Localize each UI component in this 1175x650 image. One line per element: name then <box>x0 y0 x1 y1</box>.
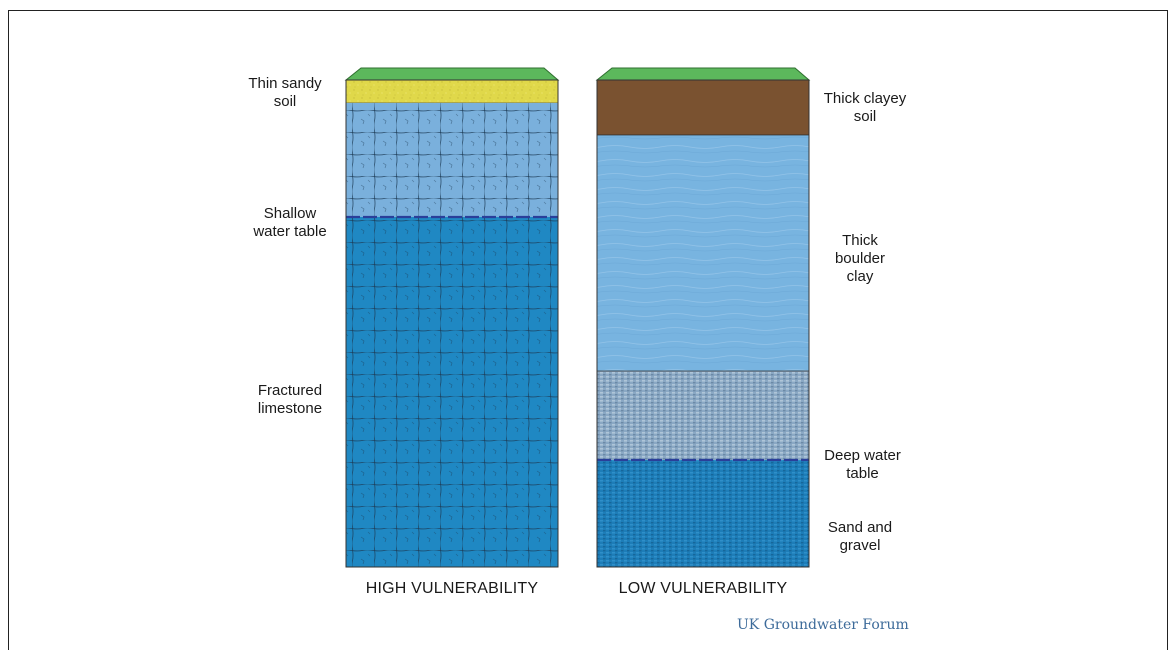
label-line: clay <box>846 268 874 285</box>
credit-text: UK Groundwater Forum <box>737 617 909 633</box>
label-line: soil <box>853 108 877 125</box>
label-line: Fractured <box>257 382 323 399</box>
label-sand-and-gravel: Sand and gravel <box>815 519 905 555</box>
caption-high-vulnerability: HIGH VULNERABILITY <box>365 580 539 597</box>
label-line: Shallow <box>263 205 317 222</box>
label-line: limestone <box>257 400 323 417</box>
figure-frame <box>8 10 1168 650</box>
left-grass-layer <box>344 67 560 81</box>
label-line: Thin sandy <box>248 75 322 92</box>
left-column <box>344 67 560 568</box>
right-grass-layer <box>595 67 811 81</box>
label-line: Thick clayey <box>823 90 907 107</box>
label-line: Thick <box>842 232 878 249</box>
label-shallow-water-table: Shallow water table <box>240 205 340 241</box>
right-column <box>595 67 811 568</box>
label-line: Deep water <box>824 447 901 464</box>
label-line: water table <box>253 223 327 240</box>
label-fractured-limestone: Fractured limestone <box>245 382 335 418</box>
caption-low-vulnerability: LOW VULNERABILITY <box>618 580 788 597</box>
label-thick-boulder-clay: Thick boulder clay <box>815 232 905 286</box>
label-deep-water-table: Deep water table <box>815 447 910 483</box>
label-line: soil <box>273 93 297 110</box>
label-thick-clayey-soil: Thick clayey soil <box>815 90 915 126</box>
label-line: gravel <box>839 537 881 554</box>
label-line: boulder <box>834 250 886 267</box>
label-line: Sand and <box>827 519 893 536</box>
label-thin-sandy-soil: Thin sandy soil <box>240 75 330 111</box>
right-clayey-soil-layer <box>596 79 810 136</box>
label-line: table <box>846 465 879 482</box>
